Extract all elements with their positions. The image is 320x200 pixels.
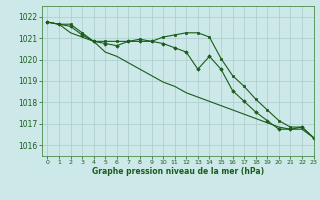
X-axis label: Graphe pression niveau de la mer (hPa): Graphe pression niveau de la mer (hPa): [92, 167, 264, 176]
